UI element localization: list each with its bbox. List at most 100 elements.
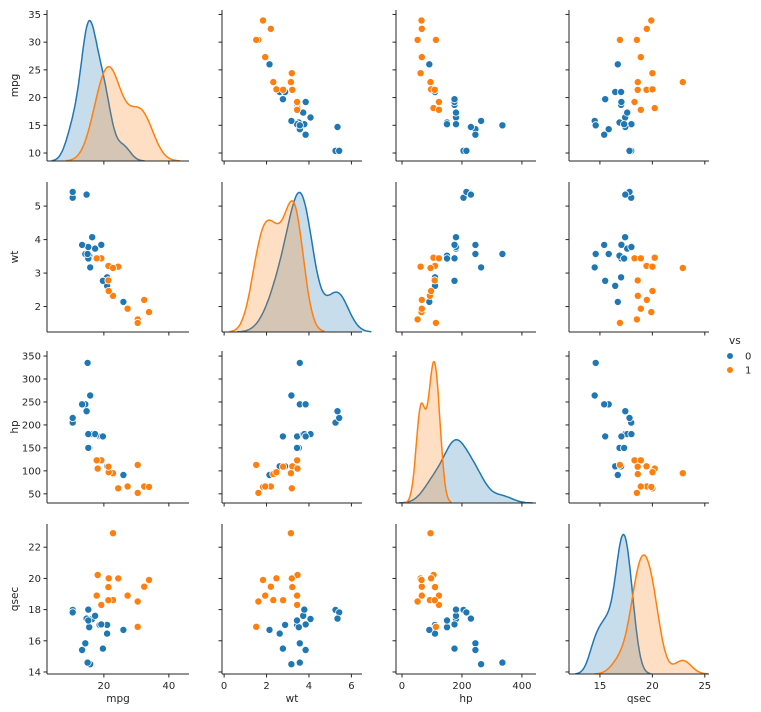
point-vs-0 (68, 187, 77, 196)
x-tick-label: 0 (399, 681, 405, 692)
point-vs-1 (430, 583, 439, 592)
y-tick-label: 20 (28, 93, 41, 104)
y-tick-label: 35 (28, 10, 41, 21)
point-vs-0 (68, 608, 77, 617)
point-vs-1 (647, 308, 656, 317)
point-vs-0 (611, 281, 620, 290)
point-vs-0 (292, 616, 301, 625)
point-vs-0 (78, 646, 87, 655)
point-vs-1 (123, 304, 132, 313)
point-vs-1 (417, 591, 426, 600)
x-tick-label: 20 (646, 681, 659, 692)
x-tick-label: 2 (263, 681, 269, 692)
point-vs-1 (252, 460, 261, 469)
point-vs-0 (604, 125, 613, 134)
point-vs-0 (294, 623, 303, 632)
point-vs-0 (425, 60, 434, 69)
point-vs-1 (293, 105, 302, 114)
x-tick-label: 6 (348, 681, 354, 692)
point-vs-1 (633, 291, 642, 300)
x-tick-label: 40 (162, 681, 175, 692)
point-vs-1 (636, 482, 645, 491)
point-vs-1 (648, 69, 657, 78)
legend-marker-1 (726, 366, 734, 374)
point-vs-0 (601, 276, 610, 285)
point-vs-1 (287, 574, 296, 583)
x-tick-label: 200 (452, 681, 471, 692)
y-tick-label: 15 (28, 121, 41, 132)
point-vs-1 (144, 482, 153, 491)
point-vs-0 (471, 240, 480, 249)
point-vs-1 (123, 591, 132, 600)
point-vs-1 (269, 596, 278, 605)
point-vs-1 (279, 85, 288, 94)
point-vs-1 (434, 98, 443, 107)
point-vs-1 (434, 105, 443, 114)
panel-qsec-vs-wt: 0 2 4 6 wt (218, 524, 362, 705)
point-vs-0 (451, 108, 460, 117)
point-vs-0 (617, 240, 626, 249)
legend-marker-0 (726, 352, 734, 360)
y-axis-label-hp: hp (9, 420, 21, 434)
point-vs-0 (78, 240, 87, 249)
point-vs-0 (498, 658, 507, 667)
point-vs-1 (431, 318, 440, 327)
point-vs-1 (636, 254, 645, 263)
point-vs-1 (417, 16, 426, 25)
y-tick-label: 5 (35, 202, 41, 213)
point-vs-0 (617, 273, 626, 282)
point-vs-0 (82, 407, 91, 416)
point-vs-1 (109, 529, 118, 538)
y-axis-label-mpg: mpg (9, 74, 21, 98)
point-vs-0 (295, 658, 304, 667)
point-vs-1 (261, 591, 270, 600)
point-vs-1 (417, 53, 426, 62)
point-vs-1 (413, 315, 422, 324)
point-vs-0 (613, 297, 622, 306)
point-vs-0 (301, 646, 310, 655)
point-vs-0 (301, 400, 310, 409)
kde-line-vs-1 (65, 65, 180, 162)
point-vs-1 (272, 468, 281, 477)
point-vs-0 (600, 130, 609, 139)
point-vs-0 (84, 605, 93, 614)
point-vs-0 (627, 430, 636, 439)
point-vs-0 (471, 249, 480, 258)
point-vs-1 (416, 262, 425, 271)
point-vs-0 (333, 614, 342, 623)
point-vs-0 (97, 240, 106, 249)
point-vs-0 (306, 113, 315, 122)
point-vs-1 (632, 35, 641, 44)
point-vs-1 (648, 286, 657, 295)
kde-fill-vs-1 (229, 200, 325, 332)
point-vs-0 (621, 233, 630, 242)
point-vs-1 (133, 622, 142, 631)
point-vs-0 (83, 658, 92, 667)
point-vs-0 (620, 120, 629, 129)
panel-hp-vs-mpg: 50 100 150 200 250 300 350 hp (9, 351, 189, 507)
point-vs-1 (413, 35, 422, 44)
point-vs-0 (265, 625, 274, 634)
panel-wt-vs-wt (218, 182, 372, 336)
legend-label-1: 1 (745, 366, 751, 377)
point-vs-1 (417, 304, 426, 313)
y-tick-label: 100 (22, 466, 41, 477)
point-vs-0 (471, 646, 480, 655)
point-vs-1 (114, 484, 123, 493)
point-vs-1 (287, 69, 296, 78)
point-vs-0 (301, 130, 310, 139)
legend-label-0: 0 (745, 352, 751, 363)
y-tick-label: 20 (28, 574, 41, 585)
panel-qsec-vs-hp: 0 200 400 hp (392, 524, 536, 705)
point-vs-0 (278, 95, 287, 104)
point-vs-1 (286, 78, 295, 87)
panel-mpg-vs-hp (392, 10, 536, 165)
point-vs-0 (477, 263, 486, 272)
point-vs-1 (293, 456, 302, 465)
point-vs-0 (292, 443, 301, 452)
point-vs-0 (119, 297, 128, 306)
kde-line-vs-0 (398, 439, 533, 504)
point-vs-0 (621, 407, 630, 416)
point-vs-1 (140, 295, 149, 304)
